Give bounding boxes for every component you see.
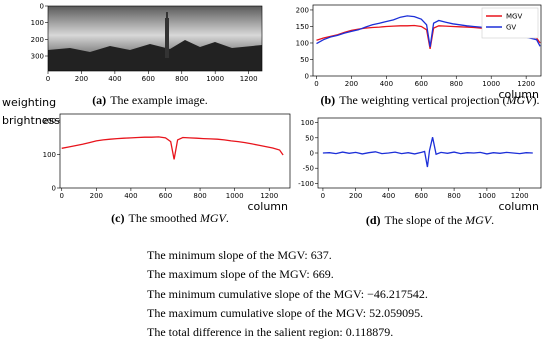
caption-text: The example image. xyxy=(110,93,208,107)
x-tick-label: 600 xyxy=(142,75,155,83)
panel: 0 200 400 600 800 1000 1200 0 100 200 300 (a) The ex… xyxy=(31,3,263,107)
panel: 0 200 400 600 800 1000 1200 0 100 200 column (c) The… xyxy=(43,113,291,225)
caption: (a) The example image. xyxy=(92,93,208,107)
caption-tail: . xyxy=(491,213,494,227)
plot-frame xyxy=(59,113,291,189)
caption-label: (a) xyxy=(92,93,106,107)
panel: 0 200 400 600 800 1000 1200 -100 -50 0 50 100 column… xyxy=(298,117,542,227)
caption-emphasis: MGV xyxy=(464,213,493,227)
x-tick-label: 200 xyxy=(349,192,362,200)
notes: The minimum slope of the MGV: 637. The m… xyxy=(147,248,428,339)
x-tick-label: 1000 xyxy=(482,80,500,88)
y-tick-label: 100 xyxy=(301,119,314,127)
y-tick-label: 300 xyxy=(31,53,44,61)
x-tick-label: 800 xyxy=(450,80,463,88)
caption-label: (b) xyxy=(321,93,336,107)
y-axis-label: weighting xyxy=(2,96,56,109)
y-tick-label: 100 xyxy=(43,151,56,159)
y-tick-label: 100 xyxy=(296,39,309,47)
x-tick-label: 400 xyxy=(108,75,121,83)
series-line xyxy=(322,137,533,168)
x-tick-label: 800 xyxy=(447,192,460,200)
y-tick-label: 0 xyxy=(40,3,44,11)
series-line xyxy=(61,136,284,160)
note: The maximum slope of the MGV: 669. xyxy=(147,267,334,281)
x-tick-label: 1000 xyxy=(478,192,496,200)
caption-text: The smoothed xyxy=(129,211,200,225)
note: The maximum cumulative slope of the MGV:… xyxy=(147,306,423,320)
x-tick-label: 400 xyxy=(124,192,137,200)
legend-label: MGV xyxy=(506,13,522,21)
caption: (d) The slope of the MGV. xyxy=(366,213,494,227)
caption-tail: . xyxy=(226,211,229,225)
x-tick-label: 400 xyxy=(382,192,395,200)
x-tick-label: 0 xyxy=(59,192,63,200)
panel: 0 200 400 600 800 1000 1200 0 50 100 150 200 MGV GV co… xyxy=(296,4,542,107)
x-tick-label: 1200 xyxy=(260,192,278,200)
x-tick-label: 800 xyxy=(175,75,188,83)
note: The total difference in the salient regi… xyxy=(147,325,393,339)
note: The minimum cumulative slope of the MGV:… xyxy=(147,287,428,301)
y-tick-label: 200 xyxy=(43,117,56,125)
x-axis-label: column xyxy=(499,88,540,101)
y-tick-label: 200 xyxy=(296,6,309,14)
x-tick-label: 400 xyxy=(380,80,393,88)
y-axis-label: brightness xyxy=(2,114,60,127)
caption: (c) The smoothed MGV. xyxy=(111,211,229,225)
y-tick-label: -100 xyxy=(298,180,314,188)
x-tick-label: 1000 xyxy=(226,192,244,200)
x-tick-label: 1000 xyxy=(206,75,224,83)
x-tick-label: 200 xyxy=(345,80,358,88)
x-tick-label: 600 xyxy=(415,192,428,200)
y-tick-label: 0 xyxy=(52,185,56,193)
x-tick-label: 1200 xyxy=(511,192,529,200)
caption-label: (d) xyxy=(366,213,381,227)
x-tick-label: 0 xyxy=(314,80,318,88)
x-axis-label: column xyxy=(248,200,289,213)
y-tick-label: 0 xyxy=(305,73,309,81)
x-tick-label: 200 xyxy=(90,192,103,200)
note: The minimum slope of the MGV: 637. xyxy=(147,248,332,262)
y-tick-label: 150 xyxy=(296,23,309,31)
image-frame xyxy=(47,5,263,72)
y-tick-label: 0 xyxy=(310,150,314,158)
example-image xyxy=(48,6,262,71)
plot-frame xyxy=(312,4,542,77)
legend-label: GV xyxy=(506,24,516,32)
x-tick-label: 600 xyxy=(415,80,428,88)
caption-text: The weighting vertical projection ( xyxy=(339,93,506,107)
y-tick-label: 50 xyxy=(305,134,314,142)
x-tick-label: 200 xyxy=(75,75,88,83)
y-tick-label: 200 xyxy=(31,36,44,44)
x-tick-label: 600 xyxy=(159,192,172,200)
x-tick-label: 0 xyxy=(46,75,50,83)
caption-label: (c) xyxy=(111,211,124,225)
legend-box xyxy=(481,7,539,39)
x-tick-label: 0 xyxy=(321,192,325,200)
x-tick-label: 800 xyxy=(193,192,206,200)
caption-tail: ). xyxy=(532,93,539,107)
x-axis-label: column xyxy=(499,200,540,213)
plot-frame xyxy=(317,117,542,189)
x-tick-label: 1200 xyxy=(517,80,535,88)
caption: (b) The weighting vertical projection (MG… xyxy=(321,93,540,107)
caption-emphasis: MGV xyxy=(505,93,534,107)
y-tick-label: 50 xyxy=(300,56,309,64)
caption-emphasis: MGV xyxy=(199,211,228,225)
caption-text: The slope of the xyxy=(385,213,466,227)
y-tick-label: -50 xyxy=(303,165,314,173)
y-tick-label: 100 xyxy=(31,19,44,27)
x-tick-label: 1200 xyxy=(240,75,258,83)
